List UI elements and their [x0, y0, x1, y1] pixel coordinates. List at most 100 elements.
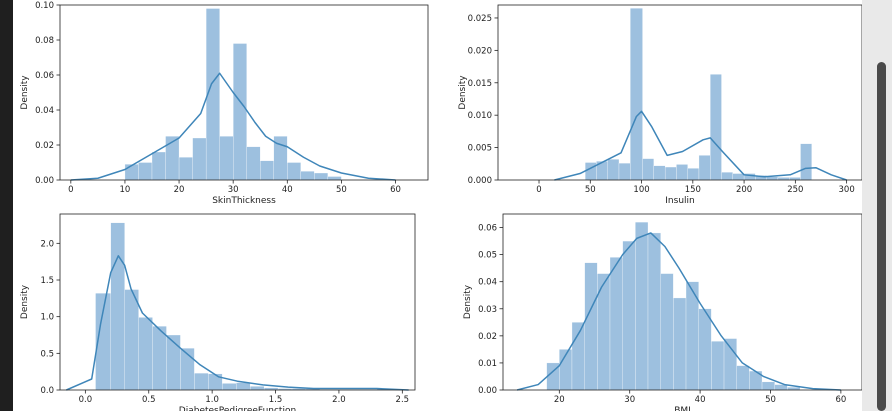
- histogram-bar-11: [236, 382, 251, 391]
- histogram-bar-11: [673, 297, 687, 391]
- x-tick-label: 1.0: [205, 395, 219, 405]
- histogram-bar-3: [151, 151, 166, 181]
- kde-curve: [554, 110, 847, 181]
- x-tick-label: 100: [633, 185, 649, 195]
- histogram-bar-4: [584, 262, 598, 391]
- x-tick-label: 0.0: [79, 395, 93, 405]
- y-tick-label: 0.04: [35, 106, 54, 116]
- x-tick-label: 50: [765, 395, 776, 405]
- x-tick-label: 30: [228, 185, 239, 195]
- histogram-bar-6: [166, 334, 181, 391]
- kde-curve: [66, 255, 409, 391]
- x-tick-label: 60: [390, 185, 401, 195]
- histogram-bar-16: [736, 365, 750, 391]
- histogram-bar-14: [300, 171, 315, 181]
- histogram-bar-13: [721, 172, 733, 181]
- histogram-bar-3: [124, 289, 139, 391]
- y-tick-label: 0.06: [35, 71, 54, 81]
- kde-curve: [516, 232, 841, 391]
- histogram-bar-12: [250, 386, 265, 391]
- axes-frame: [59, 4, 429, 181]
- y-tick-label: 0.020: [468, 46, 492, 56]
- y-tick-label: 0.000: [468, 176, 492, 186]
- x-tick-label: 10: [120, 185, 131, 195]
- histogram-bar-18: [761, 381, 775, 391]
- y-tick-label: 1.5: [40, 276, 54, 286]
- left-window-edge: [0, 0, 13, 411]
- x-tick-label: 30: [624, 395, 635, 405]
- x-tick-label: 150: [685, 185, 701, 195]
- y-tick-label: 0.01: [478, 359, 497, 369]
- histogram-bar-2: [110, 222, 125, 391]
- histogram-bar-16: [327, 176, 342, 181]
- histogram-bar-20: [800, 143, 812, 181]
- y-tick-label: 0.02: [35, 141, 54, 151]
- y-tick-label: 0.025: [468, 14, 492, 24]
- histogram-bar-1: [585, 162, 597, 181]
- histogram-bar-10: [246, 146, 261, 181]
- x-tick-label: 200: [736, 185, 752, 195]
- y-tick-label: 0.010: [468, 111, 492, 121]
- y-tick-label: 0.005: [468, 144, 492, 154]
- histogram-bar-14: [732, 173, 745, 181]
- subplot-2: 0 50 100 150 200 250 300 0.000 0.005 0.010 0.015 0.…: [458, 4, 863, 206]
- histogram-bar-7: [622, 240, 636, 391]
- x-axis-label: Insulin: [665, 196, 694, 206]
- y-tick-label: 0.04: [478, 278, 497, 288]
- x-tick-label: 20: [554, 395, 565, 405]
- y-tick-label: 1.0: [40, 313, 54, 323]
- y-tick-label: 0.10: [35, 1, 54, 11]
- histogram-bar-5: [152, 326, 167, 391]
- y-tick-label: 0.06: [478, 224, 497, 234]
- y-tick-label: 0.0: [40, 386, 54, 396]
- histogram-bar-9: [208, 373, 223, 391]
- histogram-bar-11: [260, 160, 274, 181]
- x-tick-label: 0: [536, 185, 541, 195]
- histogram-bar-4: [138, 317, 153, 391]
- subplot-4: 20 30 40 50 60 0.00 0.01 0.02 0.03 0.04 0.05 0.06 BM…: [463, 213, 863, 411]
- histogram-bar-13: [287, 162, 301, 181]
- histogram-bar-6: [642, 158, 655, 181]
- histogram-bar-8: [194, 372, 209, 391]
- histogram-bar-6: [192, 137, 207, 181]
- histogram-bar-6: [609, 257, 623, 391]
- histogram-bar-17: [766, 176, 779, 181]
- y-axis-label: Density: [458, 75, 468, 110]
- histogram-bar-1: [124, 164, 139, 181]
- y-tick-label: 0.00: [478, 386, 497, 396]
- x-tick-label: 20: [174, 185, 185, 195]
- y-tick-label: 0.5: [40, 349, 54, 359]
- y-tick-label: 0.00: [35, 176, 54, 186]
- histogram-bar-11: [698, 155, 711, 181]
- x-tick-label: 300: [839, 185, 855, 195]
- y-axis-label: Density: [20, 75, 30, 110]
- x-tick-label: 40: [695, 395, 706, 405]
- histogram-bar-9: [676, 164, 688, 181]
- x-tick-label: 40: [282, 185, 293, 195]
- histogram-bar-15: [314, 172, 329, 181]
- histogram-bar-9: [647, 232, 661, 391]
- histogram-bar-4: [618, 162, 631, 181]
- histogram-bar-9: [233, 43, 247, 181]
- histogram-bar-3: [607, 159, 620, 181]
- histogram-bar-8: [664, 166, 677, 181]
- x-tick-label: 50: [585, 185, 596, 195]
- scrollbar-thumb[interactable]: [877, 62, 886, 411]
- x-tick-label: 1.5: [269, 395, 283, 405]
- y-tick-label: 0.05: [478, 251, 497, 261]
- axes-frame: [59, 213, 416, 391]
- histogram-bar-20: [787, 387, 801, 391]
- histogram-bar-15: [723, 338, 737, 391]
- x-tick-label: 50: [336, 185, 347, 195]
- histogram-bar-5: [178, 157, 193, 181]
- y-tick-label: 0.03: [478, 305, 497, 315]
- x-axis-label: SkinThickness: [212, 196, 276, 206]
- histogram-bar-3: [571, 322, 585, 391]
- x-tick-label: 2.0: [332, 395, 346, 405]
- histogram-bar-4: [165, 136, 180, 181]
- histogram-bar-2: [138, 162, 153, 181]
- y-tick-label: 0.02: [478, 332, 497, 342]
- y-tick-label: 0.08: [35, 36, 54, 46]
- x-axis-label: BMI: [674, 406, 691, 411]
